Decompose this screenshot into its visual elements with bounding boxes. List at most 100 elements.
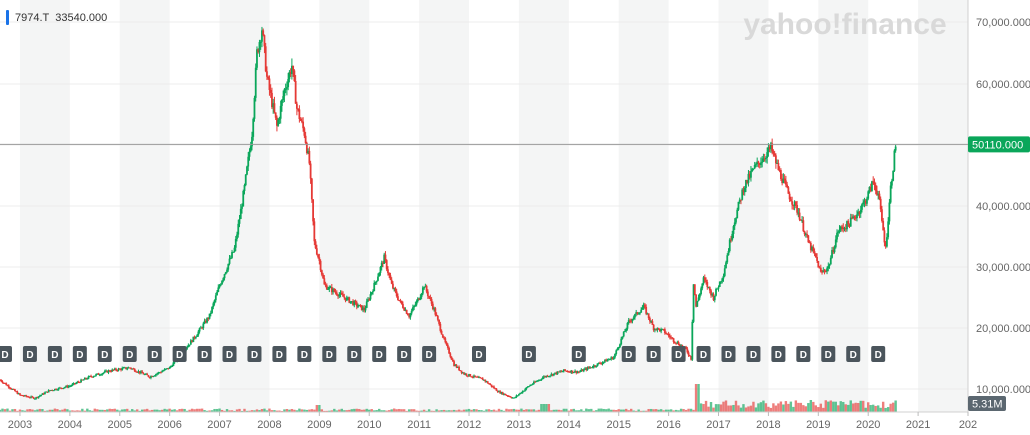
candle-body — [335, 292, 338, 295]
candle-body — [891, 180, 893, 186]
candle-body — [300, 120, 303, 122]
candle-body — [530, 384, 533, 386]
candle-body — [73, 383, 76, 385]
candle-body — [146, 373, 149, 376]
x-tick-label: 2011 — [407, 419, 431, 431]
candle-body — [375, 280, 378, 283]
candle-body — [685, 346, 687, 349]
candle-body — [661, 328, 664, 330]
candle-body — [580, 369, 583, 372]
volume-bar — [313, 409, 316, 412]
candle-body — [637, 313, 640, 315]
candle-body — [252, 118, 255, 137]
candle-body — [532, 381, 535, 384]
volume-bar — [442, 409, 446, 412]
volume-bar — [188, 409, 191, 412]
candle-body — [624, 331, 626, 333]
candle-body — [142, 373, 145, 375]
candle-body — [379, 267, 382, 273]
volume-bar — [864, 407, 867, 412]
ticker-value: 33540.000 — [55, 11, 108, 24]
candle-body — [513, 397, 515, 399]
candle-body — [439, 323, 442, 331]
candle-body — [453, 361, 455, 367]
candle-body — [421, 287, 424, 294]
candle-body — [494, 388, 497, 390]
candle-body — [155, 374, 157, 376]
volume-bar — [28, 409, 32, 412]
candle-body — [801, 220, 803, 222]
candle-body — [91, 376, 94, 378]
candle-body — [267, 76, 270, 79]
volume-bar — [26, 409, 29, 412]
volume-bar — [465, 409, 468, 412]
volume-bar — [552, 409, 556, 412]
candle-body — [65, 385, 68, 388]
dividend-marker — [297, 346, 312, 362]
x-tick-label: 2012 — [457, 419, 481, 431]
dividend-marker — [322, 346, 337, 362]
candle-body — [424, 285, 427, 288]
candle-body — [276, 117, 278, 126]
volume-bar — [664, 409, 668, 412]
volume-bar — [432, 410, 436, 412]
candle-body — [690, 355, 692, 360]
volume-bar — [285, 409, 289, 412]
candle-body — [509, 396, 512, 398]
candle-body — [745, 179, 747, 189]
volume-bar — [669, 409, 673, 412]
candle-body — [208, 313, 211, 319]
candle-body — [869, 186, 872, 191]
candle-body — [259, 41, 262, 43]
candle-body — [404, 309, 407, 311]
candle-body — [806, 234, 808, 236]
volume-bar — [378, 408, 381, 412]
volume-bar — [250, 410, 254, 412]
y-tick-label: 40,000.000 — [976, 201, 1030, 213]
volume-bar — [886, 407, 890, 412]
candle-body — [732, 226, 735, 234]
candle-body — [677, 342, 680, 345]
volume-bar — [278, 410, 281, 412]
volume-bar — [595, 410, 598, 412]
candle-body — [384, 254, 387, 261]
volume-bar — [572, 408, 576, 412]
volume-bar — [348, 409, 351, 412]
candle-body — [871, 181, 873, 191]
candle-body — [90, 375, 92, 377]
candle-body — [132, 368, 135, 370]
dividend-marker — [796, 346, 811, 362]
candle-body — [369, 294, 372, 300]
candle-body — [40, 394, 43, 396]
candle-body — [228, 258, 231, 264]
candle-body — [611, 357, 614, 360]
candle-body — [465, 373, 468, 376]
candle-body — [305, 143, 308, 154]
candle-body — [829, 257, 832, 265]
candle-body — [804, 234, 807, 236]
candle-body — [672, 338, 675, 342]
candle-body — [363, 307, 366, 311]
volume-bar — [260, 409, 264, 412]
volume-bar — [689, 408, 693, 412]
volume-bar — [180, 408, 184, 412]
candle-body — [620, 338, 623, 345]
candle-body — [218, 285, 221, 288]
candle-body — [11, 389, 14, 391]
candle-body — [486, 381, 489, 384]
candle-body — [377, 276, 379, 281]
volume-bar — [220, 409, 224, 412]
candle-body — [549, 375, 552, 377]
candle-body — [315, 248, 318, 255]
volume-bar — [13, 408, 17, 412]
volume-bar — [450, 410, 453, 412]
candle-body — [372, 291, 374, 293]
volume-bar — [208, 410, 211, 412]
candle-body — [723, 268, 726, 276]
dividend-marker — [147, 346, 162, 362]
candle-body — [519, 392, 522, 395]
dividend-marker-label: D — [401, 350, 408, 361]
candle-body — [691, 321, 694, 360]
candle-body — [622, 331, 625, 337]
